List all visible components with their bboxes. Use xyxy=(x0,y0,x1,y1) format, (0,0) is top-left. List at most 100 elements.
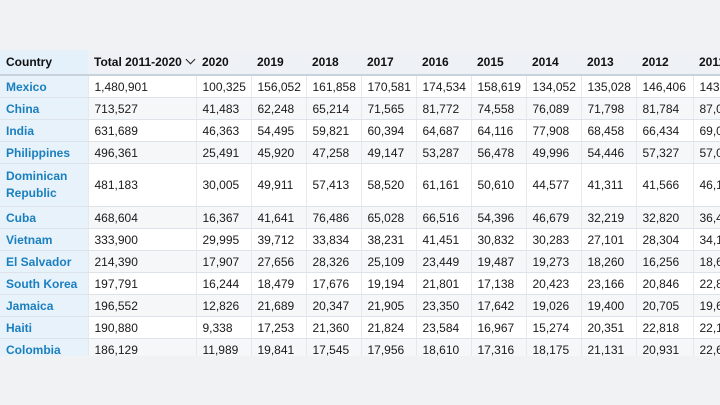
table-cell: 71,565 xyxy=(360,97,416,120)
table-cell: 20,351 xyxy=(580,316,636,339)
table-cell: 68,458 xyxy=(580,119,636,142)
table-row: Vietnam 333,900 29,995 39,712 33,834 38,231 41… xyxy=(0,228,720,251)
table-cell: 23,449 xyxy=(415,250,471,273)
table-cell: 18,260 xyxy=(580,250,636,273)
header-total-label: Total 2011-2020 xyxy=(94,55,182,69)
country-link[interactable]: Cuba xyxy=(0,206,88,229)
table-cell: 481,183 xyxy=(87,163,196,207)
table-cell: 81,772 xyxy=(415,97,471,120)
header-2013[interactable]: 2013 xyxy=(581,50,636,76)
country-link[interactable]: Vietnam xyxy=(0,228,88,251)
table-cell: 16,367 xyxy=(195,206,251,229)
table-cell: 100,325 xyxy=(195,75,251,98)
table-cell: 41,641 xyxy=(250,206,306,229)
table-row: El Salvador 214,390 17,907 27,656 28,326 25,1… xyxy=(0,250,720,273)
table-cell: 170,581 xyxy=(360,75,416,98)
country-link[interactable]: South Korea xyxy=(0,272,88,295)
table-cell: 46,363 xyxy=(195,119,251,142)
table-cell: 214,390 xyxy=(87,250,196,273)
table-cell: 20,846 xyxy=(635,272,693,295)
country-link[interactable]: Haiti xyxy=(0,316,88,339)
table-cell: 66,516 xyxy=(415,206,471,229)
table-cell: 30,283 xyxy=(525,228,581,251)
header-2016[interactable]: 2016 xyxy=(416,50,471,76)
table-cell: 46,109 xyxy=(692,163,720,207)
header-2015[interactable]: 2015 xyxy=(471,50,526,76)
table-cell: 65,214 xyxy=(305,97,361,120)
table-cell: 18,479 xyxy=(250,272,306,295)
table-cell: 143,446 xyxy=(692,75,720,98)
country-link[interactable]: Colombia xyxy=(0,338,88,356)
table-cell: 64,687 xyxy=(415,119,471,142)
table-cell: 19,841 xyxy=(250,338,306,356)
table-row: Dominican Republic 481,183 30,005 49,911 57,… xyxy=(0,163,720,207)
table-cell: 66,434 xyxy=(635,119,693,142)
table-cell: 186,129 xyxy=(87,338,196,356)
chevron-down-icon[interactable] xyxy=(185,54,196,65)
table-cell: 11,989 xyxy=(195,338,251,356)
table-cell: 21,905 xyxy=(360,294,416,317)
table-cell: 49,147 xyxy=(360,141,416,164)
header-2019[interactable]: 2019 xyxy=(251,50,306,76)
table-cell: 41,451 xyxy=(415,228,471,251)
table-cell: 28,304 xyxy=(635,228,693,251)
table-cell: 49,911 xyxy=(250,163,306,207)
country-link[interactable]: Mexico xyxy=(0,75,88,98)
header-2011[interactable]: 2011 xyxy=(693,50,720,76)
header-country[interactable]: Country xyxy=(0,50,88,76)
table-cell: 76,486 xyxy=(305,206,361,229)
country-link[interactable]: Dominican Republic xyxy=(0,163,88,207)
country-link[interactable]: India xyxy=(0,119,88,142)
table-cell: 631,689 xyxy=(87,119,196,142)
table-row: Philippines 496,361 25,491 45,920 47,258 49,1… xyxy=(0,141,720,164)
table-cell: 713,527 xyxy=(87,97,196,120)
table-cell: 41,483 xyxy=(195,97,251,120)
table-cell: 30,005 xyxy=(195,163,251,207)
table-cell: 17,676 xyxy=(305,272,361,295)
header-2018[interactable]: 2018 xyxy=(306,50,361,76)
table-cell: 21,824 xyxy=(360,316,416,339)
table-cell: 87,016 xyxy=(692,97,720,120)
table-cell: 81,784 xyxy=(635,97,693,120)
table-cell: 47,258 xyxy=(305,141,361,164)
table-cell: 34,157 xyxy=(692,228,720,251)
table-cell: 21,131 xyxy=(580,338,636,356)
header-total[interactable]: Total 2011-2020 xyxy=(88,50,196,76)
header-2020[interactable]: 2020 xyxy=(196,50,251,76)
header-2014[interactable]: 2014 xyxy=(526,50,581,76)
table-cell: 18,175 xyxy=(525,338,581,356)
country-link[interactable]: China xyxy=(0,97,88,120)
table-cell: 18,610 xyxy=(415,338,471,356)
table-cell: 53,287 xyxy=(415,141,471,164)
country-link[interactable]: El Salvador xyxy=(0,250,88,273)
header-2017[interactable]: 2017 xyxy=(361,50,416,76)
table-cell: 27,656 xyxy=(250,250,306,273)
table-cell: 158,619 xyxy=(470,75,526,98)
table-cell: 21,801 xyxy=(415,272,471,295)
table-cell: 41,311 xyxy=(580,163,636,207)
country-link[interactable]: Philippines xyxy=(0,141,88,164)
table-cell: 135,028 xyxy=(580,75,636,98)
table-cell: 29,995 xyxy=(195,228,251,251)
table-cell: 54,495 xyxy=(250,119,306,142)
table-cell: 17,956 xyxy=(360,338,416,356)
table-cell: 23,166 xyxy=(580,272,636,295)
table-cell: 17,907 xyxy=(195,250,251,273)
table-cell: 27,101 xyxy=(580,228,636,251)
table-cell: 20,931 xyxy=(635,338,693,356)
table-cell: 50,610 xyxy=(470,163,526,207)
table-cell: 174,534 xyxy=(415,75,471,98)
table-cell: 36,452 xyxy=(692,206,720,229)
table-cell: 19,487 xyxy=(470,250,526,273)
header-2012[interactable]: 2012 xyxy=(636,50,693,76)
table-cell: 74,558 xyxy=(470,97,526,120)
table-cell: 468,604 xyxy=(87,206,196,229)
table-row: Haiti 190,880 9,338 17,253 21,360 21,824 23,58… xyxy=(0,316,720,339)
table-cell: 16,256 xyxy=(635,250,693,273)
table-row: Colombia 186,129 11,989 19,841 17,545 17,956 1… xyxy=(0,338,720,356)
table-cell: 17,253 xyxy=(250,316,306,339)
table-cell: 9,338 xyxy=(195,316,251,339)
country-link[interactable]: Jamaica xyxy=(0,294,88,317)
table-row: India 631,689 46,363 54,495 59,821 60,394 64,6… xyxy=(0,119,720,142)
table-cell: 22,818 xyxy=(635,316,693,339)
